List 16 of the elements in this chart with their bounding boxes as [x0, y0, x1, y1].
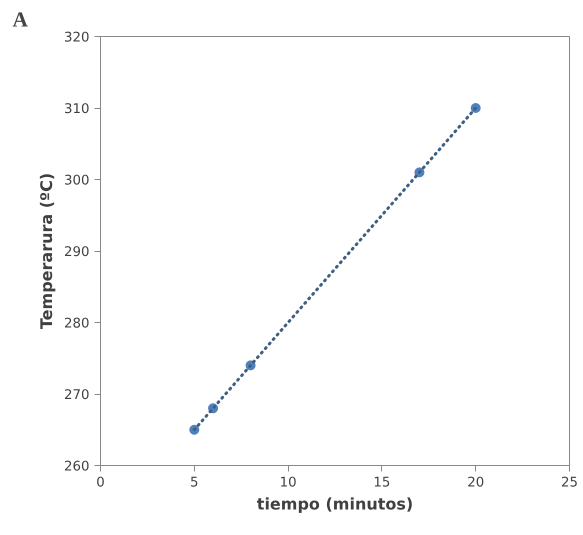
y-tick-label: 260: [64, 460, 90, 474]
y-axis-title: Temperarura (ºC): [37, 172, 56, 330]
x-tick-label: 25: [561, 476, 578, 490]
x-tick-label: 20: [467, 476, 484, 490]
y-tick-label: 290: [64, 245, 90, 260]
x-tick-label: 15: [373, 476, 390, 490]
y-tick-label: 280: [64, 316, 90, 332]
y-tick-label: 320: [64, 30, 90, 46]
text: A: [12, 8, 28, 32]
y-tick-label: 310: [64, 102, 90, 117]
y-tick-label: 300: [64, 174, 90, 188]
x-tick-label: 5: [190, 476, 199, 490]
x-tick-label: 10: [280, 476, 297, 490]
x-axis-title: tiempo (minutos): [256, 494, 414, 514]
x-tick-label: 0: [96, 476, 105, 490]
y-tick-label: 270: [64, 388, 90, 403]
